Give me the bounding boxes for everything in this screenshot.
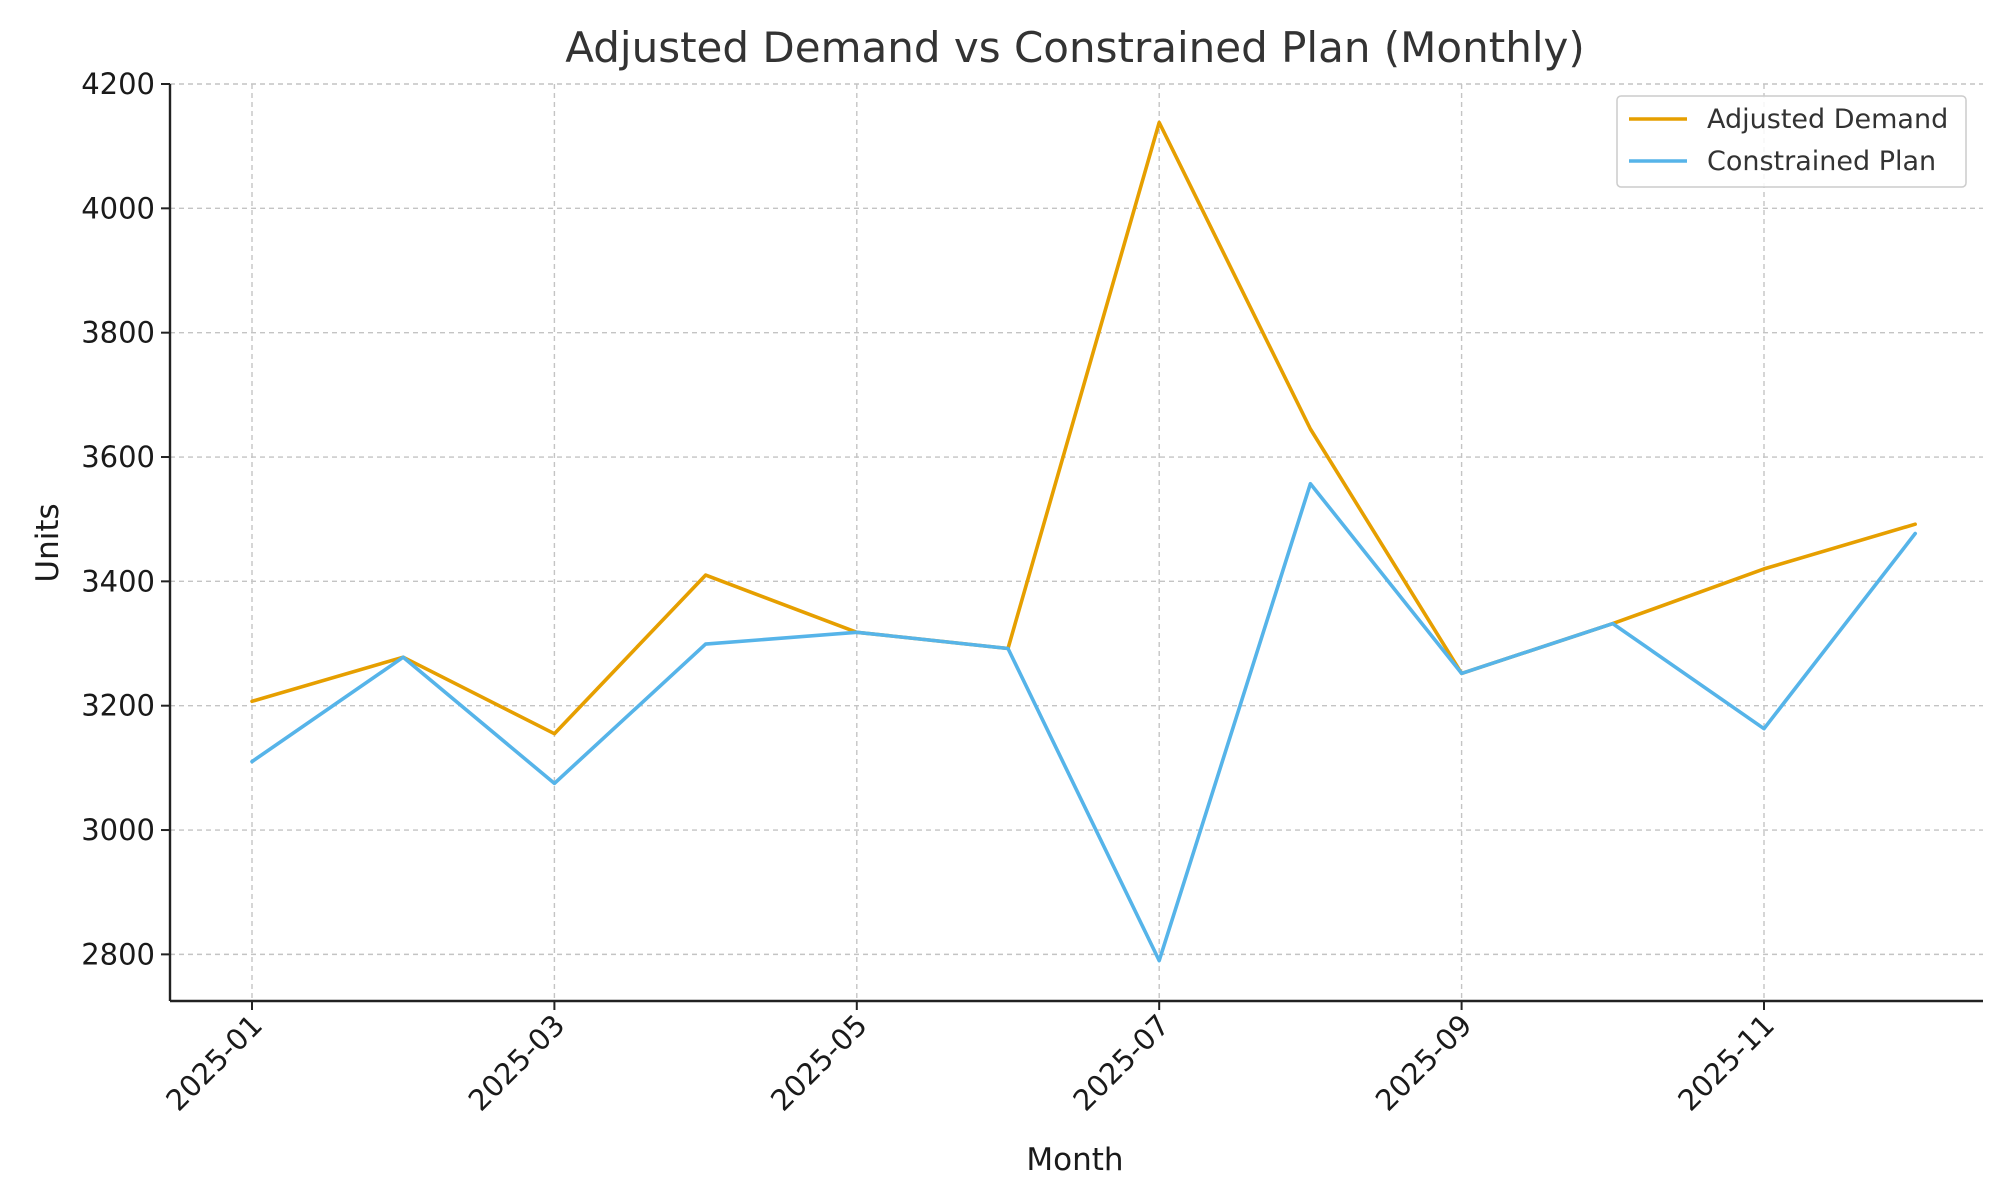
x-tick-label: 2025-03	[462, 1008, 572, 1118]
y-tick-label: 2800	[81, 937, 155, 971]
y-ticks: 2800 3000 3200 3400 3600 3800 4000 4200	[81, 67, 170, 971]
y-axis-label: Units	[30, 503, 66, 582]
x-ticks: 2025-01 2025-03 2025-05 2025-07 2025-09 2025-…	[159, 1001, 1781, 1118]
y-tick-label: 4200	[81, 67, 155, 101]
y-tick-label: 3800	[81, 316, 155, 350]
y-tick-label: 3200	[81, 689, 155, 723]
x-axis-label: Month	[1026, 1142, 1123, 1178]
y-tick-label: 3400	[81, 564, 155, 598]
x-tick-label: 2025-05	[764, 1008, 874, 1118]
legend: Adjusted Demand Constrained Plan	[1616, 95, 1967, 188]
y-tick-label: 4000	[81, 191, 155, 225]
adjusted-demand-line	[250, 120, 1917, 736]
legend-label-constrained-plan: Constrained Plan	[1707, 146, 1936, 177]
axes	[168, 84, 1983, 1003]
y-tick-label: 3600	[81, 440, 155, 474]
legend-box	[1616, 95, 1967, 188]
constrained-plan-line	[250, 481, 1917, 963]
x-tick-label: 2025-01	[159, 1008, 269, 1118]
chart-title: Adjusted Demand vs Constrained Plan (Mon…	[565, 23, 1584, 72]
legend-label-adjusted-demand: Adjusted Demand	[1707, 104, 1948, 135]
x-tick-label: 2025-09	[1369, 1008, 1479, 1118]
y-tick-label: 3000	[81, 813, 155, 847]
series-lines	[250, 120, 1917, 963]
x-tick-label: 2025-07	[1066, 1008, 1176, 1118]
x-tick-label: 2025-11	[1671, 1008, 1781, 1118]
grid	[170, 83, 1983, 1001]
